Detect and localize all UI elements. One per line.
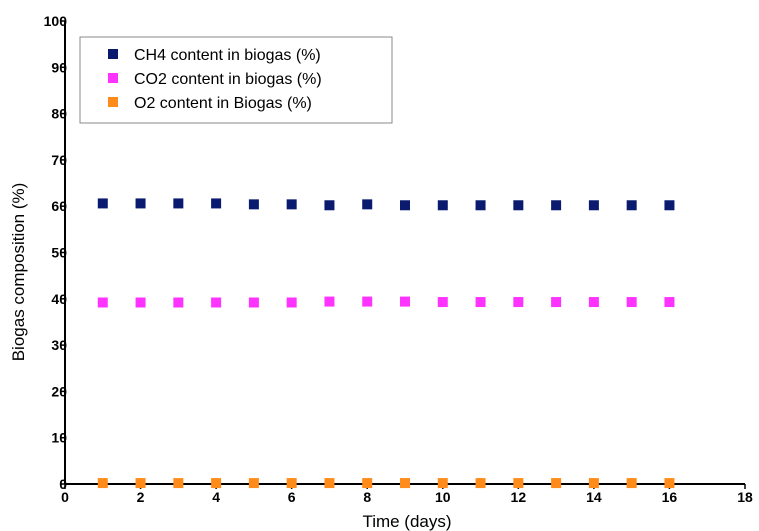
data-point: [475, 200, 486, 211]
x-tick-label: 0: [61, 489, 69, 505]
data-point: [248, 478, 259, 489]
y-tick-label: 30: [51, 337, 67, 353]
data-point: [286, 199, 297, 210]
series-3: [97, 478, 675, 489]
legend-label: CH4 content in biogas (%): [134, 47, 321, 64]
x-axis-label: Time (days): [362, 512, 451, 531]
data-point: [513, 478, 524, 489]
data-point: [97, 297, 108, 308]
data-point: [362, 199, 373, 210]
data-point: [551, 200, 562, 211]
legend-marker: [108, 73, 118, 83]
data-point: [211, 297, 222, 308]
data-point: [248, 199, 259, 210]
data-point: [551, 297, 562, 308]
data-point: [475, 297, 486, 308]
data-point: [211, 198, 222, 209]
plot-area: [97, 198, 675, 489]
data-point: [173, 478, 184, 489]
legend: CH4 content in biogas (%) CO2 content in …: [79, 36, 393, 124]
x-tick-label: 6: [288, 489, 296, 505]
legend-box: [79, 36, 393, 124]
data-point: [324, 296, 335, 307]
data-point: [475, 478, 486, 489]
data-point: [626, 478, 637, 489]
series-2: [97, 296, 675, 308]
x-tick-label: 10: [435, 489, 451, 505]
x-tick-label: 8: [363, 489, 371, 505]
x-tick-label: 18: [737, 489, 753, 505]
data-point: [135, 297, 146, 308]
data-point: [97, 198, 108, 209]
y-tick-label: 20: [51, 383, 67, 399]
data-point: [513, 200, 524, 211]
y-tick-label: 40: [51, 291, 67, 307]
data-point: [400, 200, 410, 211]
data-point: [588, 478, 599, 489]
y-tick-label: 90: [51, 59, 67, 75]
data-point: [551, 478, 562, 489]
data-point: [173, 198, 184, 209]
data-point: [211, 478, 222, 489]
data-point: [664, 297, 675, 308]
data-point: [324, 200, 335, 211]
y-tick-label: 10: [51, 430, 67, 446]
data-point: [135, 478, 146, 489]
data-point: [626, 297, 637, 308]
y-tick-label: 80: [51, 106, 67, 122]
data-point: [664, 200, 675, 211]
data-point: [588, 200, 599, 211]
data-point: [437, 200, 448, 211]
data-point: [362, 478, 373, 489]
tick-labels: 0 2 4 6 8 10 12 14 16 18 0 10 20 30 40 50 60 70 80 90 100: [44, 13, 753, 505]
x-tick-label: 14: [586, 489, 602, 505]
y-tick-label: 0: [59, 476, 67, 492]
data-point: [437, 478, 448, 489]
data-point: [588, 297, 599, 308]
legend-marker: [108, 97, 118, 107]
data-point: [286, 297, 297, 308]
x-tick-label: 12: [511, 489, 527, 505]
data-point: [324, 478, 335, 489]
x-tick-label: 2: [137, 489, 145, 505]
series-1: [97, 198, 675, 211]
data-point: [97, 478, 108, 489]
data-point: [400, 478, 410, 489]
data-point: [437, 297, 448, 308]
data-point: [362, 296, 373, 307]
y-tick-label: 50: [51, 245, 67, 261]
y-tick-label: 100: [44, 13, 68, 29]
legend-label: CO2 content in biogas (%): [134, 71, 322, 88]
legend-label: O2 content in Biogas (%): [134, 95, 312, 112]
y-tick-label: 60: [51, 198, 67, 214]
y-tick-label: 70: [51, 152, 67, 168]
y-axis-label: Biogas composition (%): [9, 183, 28, 362]
data-point: [135, 198, 146, 209]
x-tick-label: 16: [662, 489, 678, 505]
x-tick-label: 4: [212, 489, 220, 505]
data-point: [173, 297, 184, 308]
legend-marker: [108, 49, 118, 59]
data-point: [626, 200, 637, 211]
data-point: [664, 478, 675, 489]
data-point: [400, 296, 410, 307]
data-point: [286, 478, 297, 489]
data-point: [513, 297, 524, 308]
data-point: [248, 297, 259, 308]
